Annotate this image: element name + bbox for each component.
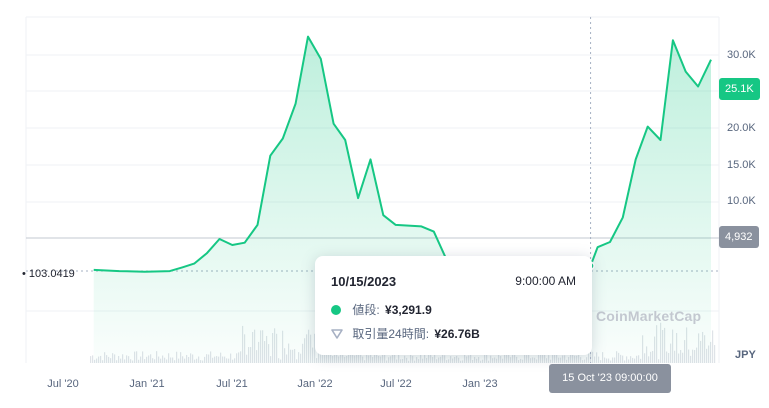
volume-bar [90, 356, 92, 363]
volume-bar [712, 330, 714, 363]
tooltip-volume-value: ¥26.76B [434, 327, 480, 341]
x-tick-label: Jul '21 [216, 378, 248, 390]
y-tick-label: 15.0K [727, 159, 756, 171]
chart-tooltip: 10/15/2023 9:00:00 AM 値段: ¥3,291.9 取引量24… [315, 256, 592, 355]
tooltip-volume-label: 取引量24時間: [352, 327, 430, 341]
x-tick-label: Jul '20 [47, 378, 79, 390]
start-marker-icon: • [22, 268, 26, 280]
y-tick-label: 30.0K [727, 49, 756, 61]
tooltip-price-label: 値段: [352, 303, 380, 317]
tooltip-date: 10/15/2023 [331, 274, 397, 289]
volume-bar [92, 355, 94, 363]
hover-date-badge: 15 Oct '23 09:00:00 [549, 364, 671, 393]
currency-label: JPY [735, 349, 756, 361]
current-volume-badge: 4,932 [719, 226, 759, 248]
watermark-logo: CoinMarketCap [596, 308, 702, 324]
tooltip-price-value: ¥3,291.9 [385, 303, 432, 317]
y-tick-label: 20.0K [727, 122, 756, 134]
y-tick-label: 10.0K [727, 195, 756, 207]
start-value-label: • 103.0419 [22, 268, 75, 280]
tooltip-price-row: 値段: ¥3,291.9 [331, 301, 432, 318]
x-tick-label: Jan '21 [129, 378, 165, 390]
price-line [93, 35, 712, 311]
price-series-line [93, 35, 712, 311]
volume-icon [331, 329, 343, 339]
price-dot-icon [331, 305, 341, 315]
x-tick-label: Jan '22 [297, 378, 333, 390]
tooltip-time: 9:00:00 AM [515, 274, 576, 288]
x-tick-label: Jul '22 [380, 378, 412, 390]
tooltip-volume-row: 取引量24時間: ¥26.76B [331, 325, 480, 342]
current-price-badge: 25.1K [719, 78, 760, 100]
volume-bar [714, 345, 716, 363]
x-tick-label: Jan '23 [462, 378, 498, 390]
